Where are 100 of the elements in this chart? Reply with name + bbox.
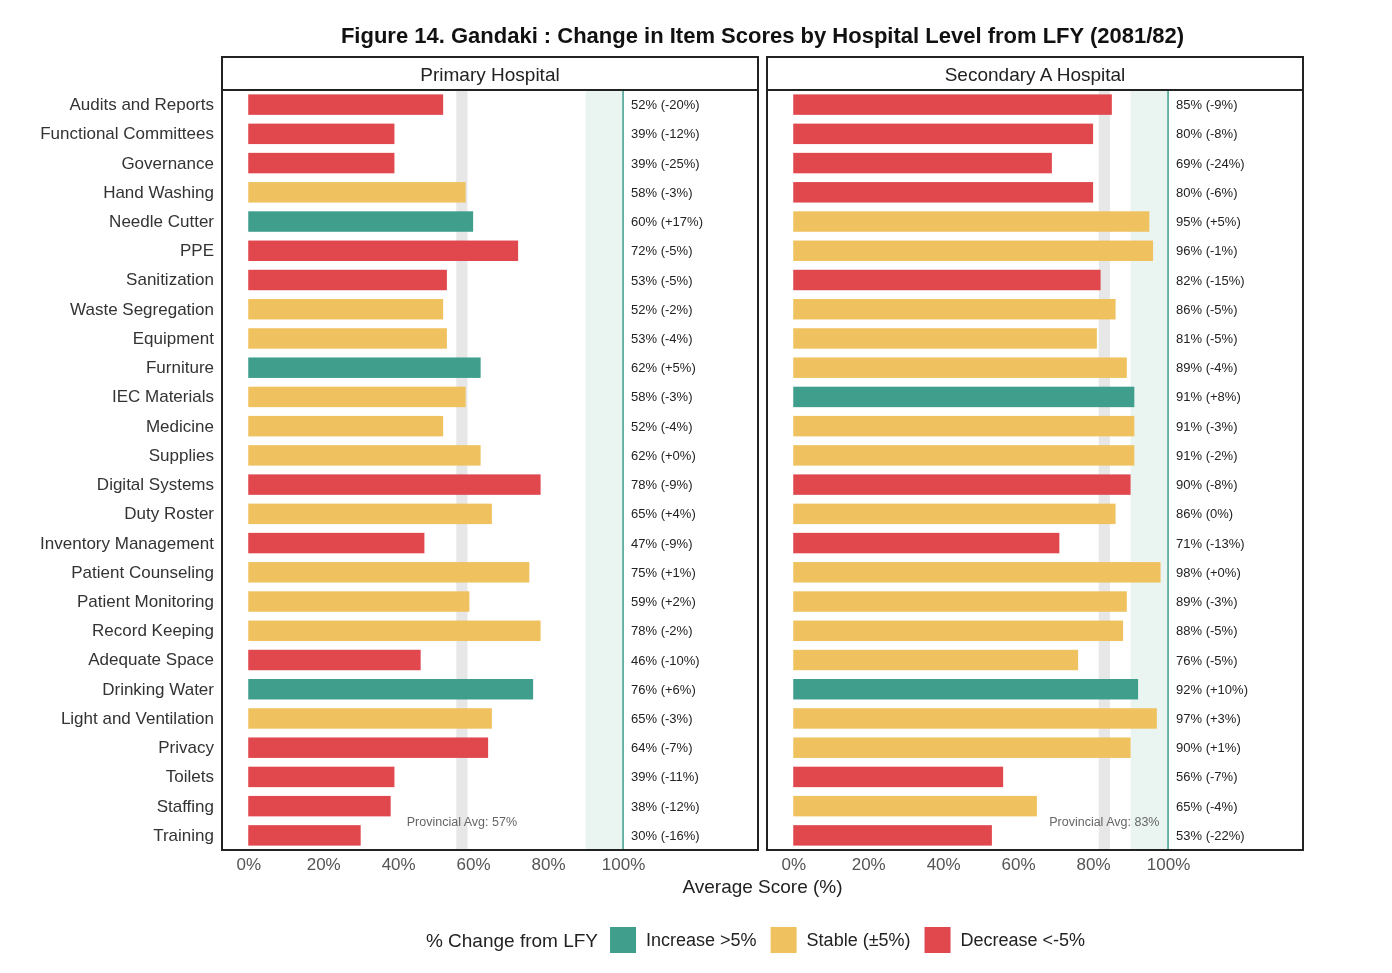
y-tick-label: Waste Segregation — [70, 299, 214, 319]
bar — [248, 562, 530, 583]
x-tick-label: 40% — [381, 855, 416, 875]
y-tick-label: Privacy — [158, 738, 215, 758]
y-tick-label: Sanitization — [126, 270, 214, 290]
text: 91% (+8%) — [1176, 389, 1241, 405]
band-label: Provincial Avg: 57% — [406, 815, 518, 829]
y-tick-label: Toilets — [165, 767, 214, 787]
bar — [793, 269, 1101, 291]
bar — [248, 415, 444, 437]
text: 91% (-3%) — [1176, 418, 1238, 434]
bar — [248, 620, 541, 641]
bar — [793, 182, 1094, 203]
chart-title: Figure 14. Gandaki : Change in Item Scores by Hospital Level from LFY (2081/82) — [340, 23, 1185, 48]
text: 92% (+10%) — [1176, 681, 1248, 697]
x-tick-label: 80% — [531, 855, 566, 875]
y-tick-label: Digital Systems — [96, 475, 214, 495]
chart-subtitle: Secondary A Hospital — [944, 64, 1126, 86]
text: 76% (-5%) — [1176, 652, 1238, 668]
bar — [793, 737, 1131, 758]
x-tick-label: 20% — [306, 855, 341, 875]
bar — [248, 503, 492, 525]
text: 90% (+1%) — [1176, 740, 1241, 756]
bar — [793, 445, 1135, 466]
text: 75% (+1%) — [631, 564, 696, 580]
text: 52% (-4%) — [631, 418, 693, 434]
text: 30% (-16%) — [631, 827, 700, 843]
bar — [793, 795, 1037, 817]
y-tick-label: Furniture — [145, 358, 214, 378]
y-tick-label: Equipment — [132, 328, 215, 348]
text: 56% (-7%) — [1176, 769, 1238, 785]
y-tick-label: IEC Materials — [111, 387, 214, 407]
bar — [248, 299, 444, 320]
text: 53% (-5%) — [631, 272, 693, 288]
text: 65% (-3%) — [631, 711, 693, 727]
text: 82% (-15%) — [1176, 272, 1245, 288]
x-tick-label: 100% — [1146, 855, 1191, 875]
y-tick-label: Staffing — [156, 796, 214, 816]
bar — [793, 123, 1094, 145]
bar — [793, 474, 1131, 495]
text: 90% (-8%) — [1176, 477, 1238, 493]
bar — [248, 386, 466, 408]
text: 69% (-24%) — [1176, 155, 1245, 171]
bar — [793, 649, 1079, 671]
legend-label: Increase >5% — [646, 930, 757, 951]
bar — [793, 562, 1161, 583]
x-tick-label: 60% — [1001, 855, 1036, 875]
bar — [793, 415, 1135, 437]
bar — [248, 445, 481, 466]
x-tick-label: 40% — [926, 855, 961, 875]
y-tick-label: Training — [153, 825, 214, 845]
y-tick-label: PPE — [179, 241, 214, 261]
y-tick-label: Medicine — [145, 416, 214, 436]
y-tick-label: Needle Cutter — [109, 211, 215, 231]
x-tick-label: 0% — [781, 855, 807, 875]
bar — [248, 152, 395, 174]
bar — [793, 503, 1116, 525]
text: 95% (+5%) — [1176, 214, 1241, 230]
bar — [248, 679, 534, 700]
x-tick-label: 0% — [236, 855, 262, 875]
bar — [793, 211, 1150, 232]
text: 98% (+0%) — [1176, 564, 1241, 580]
y-tick-label: Patient Counseling — [71, 562, 214, 582]
bar — [793, 357, 1127, 378]
x-tick-label: 20% — [851, 855, 886, 875]
y-tick-label: Light and Ventilation — [60, 708, 214, 728]
bar — [248, 795, 391, 817]
x-tick-label: 60% — [456, 855, 491, 875]
text: 89% (-4%) — [1176, 360, 1238, 376]
bar — [248, 737, 489, 758]
bar — [248, 94, 444, 115]
text: 97% (+3%) — [1176, 711, 1241, 727]
text: 53% (-22%) — [1176, 827, 1245, 843]
y-tick-label: Duty Roster — [124, 504, 215, 524]
text: 85% (-9%) — [1176, 97, 1238, 113]
bar — [248, 591, 470, 612]
bar — [248, 825, 361, 846]
text: 81% (-5%) — [1176, 331, 1238, 347]
legend-label: Decrease <-5% — [960, 930, 1086, 951]
text: 88% (-5%) — [1176, 623, 1238, 639]
text: 86% (-5%) — [1176, 301, 1238, 317]
band-label: Provincial Avg: 83% — [1049, 815, 1160, 829]
bar — [248, 240, 519, 261]
text: 76% (+6%) — [631, 681, 696, 697]
bar — [793, 532, 1060, 554]
text: 78% (-9%) — [631, 477, 693, 493]
text: 91% (-2%) — [1176, 447, 1238, 463]
text: 62% (+5%) — [631, 360, 696, 376]
bar — [248, 182, 466, 203]
bar — [793, 825, 992, 846]
text: 72% (-5%) — [631, 243, 693, 259]
y-tick-label: Supplies — [148, 445, 214, 465]
y-tick-label: Record Keeping — [92, 621, 214, 641]
bar — [793, 591, 1127, 612]
bar — [248, 766, 395, 788]
text: 78% (-2%) — [631, 623, 693, 639]
legend-title: % Change from LFY — [425, 929, 599, 951]
y-tick-label: Governance — [121, 153, 214, 173]
y-tick-label: Patient Monitoring — [76, 591, 214, 611]
text: 58% (-3%) — [631, 389, 693, 405]
